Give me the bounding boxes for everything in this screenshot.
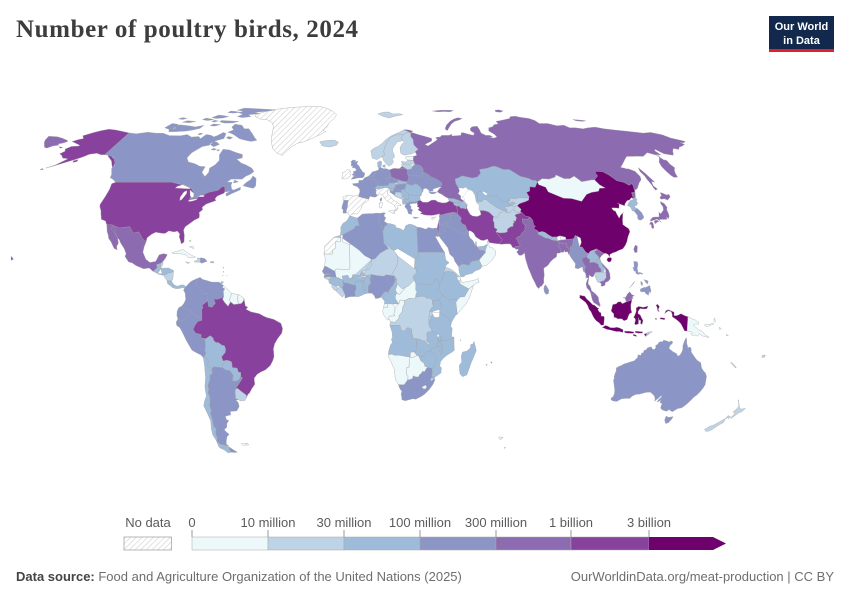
svg-text:0: 0: [188, 515, 195, 530]
svg-text:300 million: 300 million: [465, 515, 527, 530]
svg-text:1 billion: 1 billion: [549, 515, 593, 530]
svg-text:10 million: 10 million: [241, 515, 296, 530]
svg-text:30 million: 30 million: [317, 515, 372, 530]
svg-text:No data: No data: [125, 515, 171, 530]
svg-text:100 million: 100 million: [389, 515, 451, 530]
svg-text:3 billion: 3 billion: [627, 515, 671, 530]
